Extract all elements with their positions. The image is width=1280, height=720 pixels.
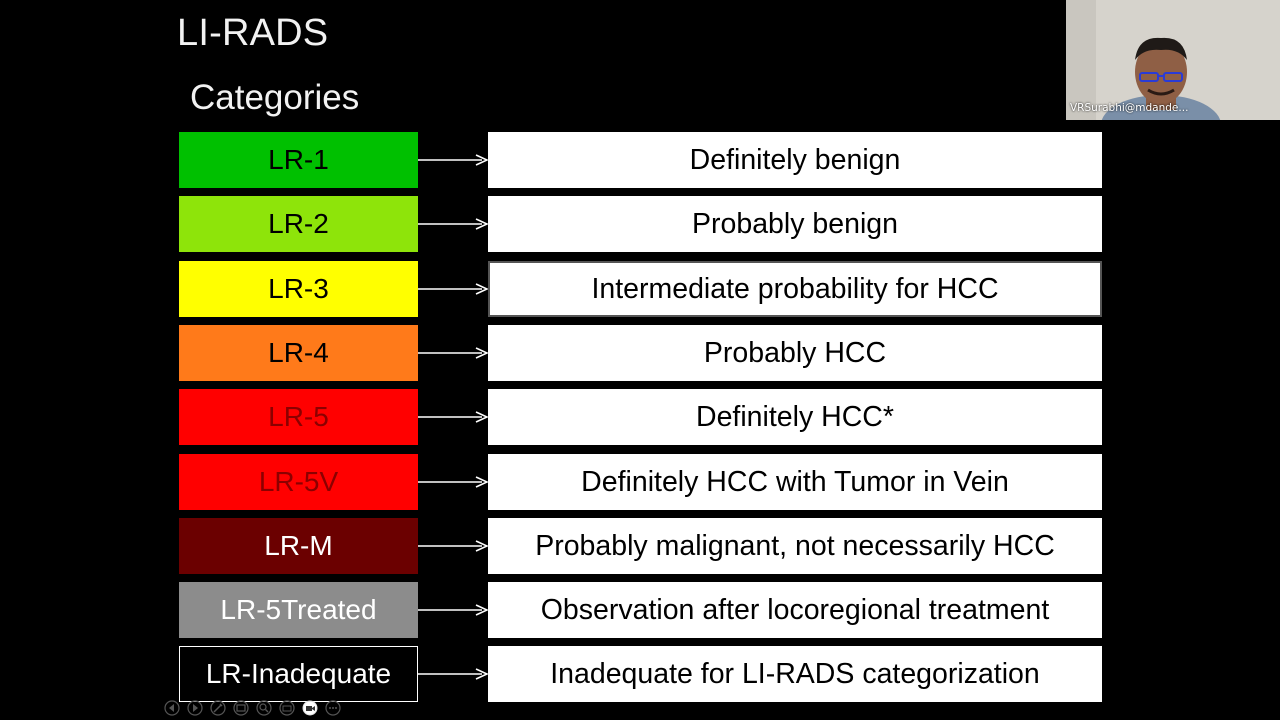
category-label: LR-5Treated: [179, 582, 418, 638]
slides-icon[interactable]: [231, 699, 251, 717]
category-label: LR-3: [179, 261, 418, 317]
category-row: LR-2 Probably benign: [179, 196, 1102, 252]
arrow-right-icon: [418, 218, 488, 230]
category-description: Definitely benign: [488, 132, 1102, 188]
category-description: Probably benign: [488, 196, 1102, 252]
arrow-right-icon: [418, 476, 488, 488]
arrow-right-icon: [418, 283, 488, 295]
webcam-feed: VRSurabhi@mdande...: [1066, 0, 1280, 120]
category-label: LR-1: [179, 132, 418, 188]
slide-subtitle: Categories: [190, 78, 360, 117]
category-label: LR-4: [179, 325, 418, 381]
arrow-right-icon: [418, 411, 488, 423]
category-row: LR-1 Definitely benign: [179, 132, 1102, 188]
category-description: Definitely HCC*: [488, 389, 1102, 445]
zoom-icon[interactable]: [254, 699, 274, 717]
category-row: LR-5 Definitely HCC*: [179, 389, 1102, 445]
arrow-right-icon: [418, 154, 488, 166]
participant-name-label: VRSurabhi@mdande...: [1070, 102, 1189, 114]
category-label: LR-5: [179, 389, 418, 445]
slide-toolbar: [162, 698, 343, 718]
previous-icon[interactable]: [162, 699, 182, 717]
category-label: LR-Inadequate: [179, 646, 418, 702]
category-row: LR-Inadequate Inadequate for LI-RADS cate…: [179, 646, 1102, 702]
arrow-right-icon: [418, 668, 488, 680]
camera-icon[interactable]: [300, 699, 320, 717]
arrow-right-icon: [418, 604, 488, 616]
category-row: LR-3 Intermediate probability for HCC: [179, 261, 1102, 317]
category-row: LR-M Probably malignant, not necessarily …: [179, 518, 1102, 574]
category-description: Observation after locoregional treatment: [488, 582, 1102, 638]
next-icon[interactable]: [185, 699, 205, 717]
category-row: LR-4 Probably HCC: [179, 325, 1102, 381]
category-row: LR-5Treated Observation after locoregiona…: [179, 582, 1102, 638]
category-description: Inadequate for LI-RADS categorization: [488, 646, 1102, 702]
category-description: Probably malignant, not necessarily HCC: [488, 518, 1102, 574]
arrow-right-icon: [418, 347, 488, 359]
more-icon[interactable]: [323, 699, 343, 717]
arrow-right-icon: [418, 540, 488, 552]
slide-title: LI-RADS: [177, 12, 329, 54]
category-label: LR-5V: [179, 454, 418, 510]
category-description: Definitely HCC with Tumor in Vein: [488, 454, 1102, 510]
presenter-video: [1066, 0, 1280, 120]
category-label: LR-2: [179, 196, 418, 252]
category-label: LR-M: [179, 518, 418, 574]
pen-icon[interactable]: [208, 699, 228, 717]
category-description: Probably HCC: [488, 325, 1102, 381]
subtitles-icon[interactable]: [277, 699, 297, 717]
category-description: Intermediate probability for HCC: [488, 261, 1102, 317]
category-row: LR-5V Definitely HCC with Tumor in Vein: [179, 454, 1102, 510]
